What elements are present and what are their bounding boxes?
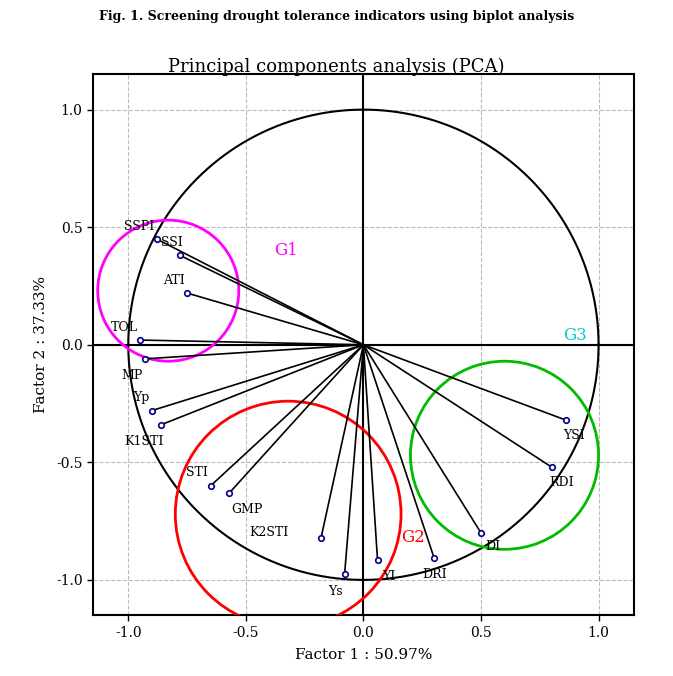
Text: RDI: RDI [549, 476, 574, 489]
Text: G2: G2 [401, 529, 425, 546]
Text: GMP: GMP [232, 503, 263, 516]
Text: DRI: DRI [422, 568, 447, 581]
Text: TOL: TOL [110, 320, 138, 334]
Text: YI: YI [382, 570, 396, 583]
Text: Ys: Ys [328, 585, 343, 598]
Text: K1STI: K1STI [125, 435, 164, 448]
Text: SSPI: SSPI [124, 220, 154, 233]
Text: SSI: SSI [161, 236, 182, 249]
Text: Fig. 1. Screening drought tolerance indicators using biplot analysis: Fig. 1. Screening drought tolerance indi… [99, 10, 574, 23]
Text: ATI: ATI [163, 274, 184, 287]
Y-axis label: Factor 2 : 37.33%: Factor 2 : 37.33% [34, 276, 48, 413]
Text: STI: STI [186, 466, 208, 479]
Text: Yp: Yp [133, 391, 149, 404]
Text: G3: G3 [563, 327, 587, 344]
Text: YSI: YSI [563, 429, 585, 442]
Text: MP: MP [121, 369, 143, 382]
Text: Principal components analysis (PCA): Principal components analysis (PCA) [168, 57, 505, 76]
X-axis label: Factor 1 : 50.97%: Factor 1 : 50.97% [295, 648, 432, 662]
Text: G1: G1 [274, 242, 298, 259]
Text: K2STI: K2STI [249, 527, 288, 539]
Text: DI: DI [486, 541, 501, 554]
